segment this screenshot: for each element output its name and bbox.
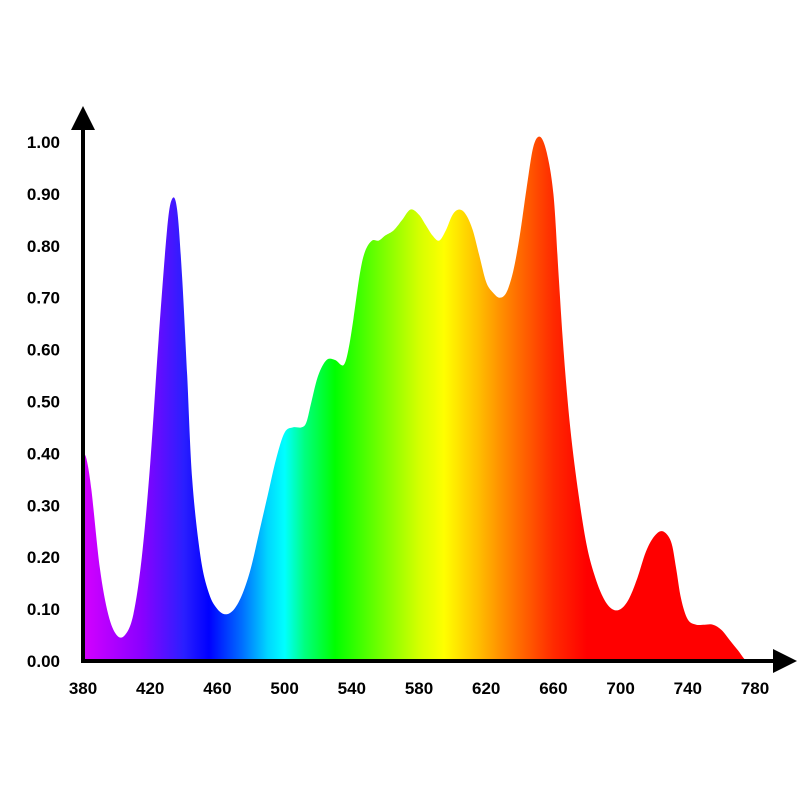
y-tick-label: 0.60 xyxy=(27,341,60,360)
y-tick-label: 0.80 xyxy=(27,237,60,256)
x-axis-arrow-icon xyxy=(773,649,797,673)
x-tick-label: 660 xyxy=(539,679,567,698)
y-tick-labels: 0.00 0.10 0.20 0.30 0.40 0.50 0.60 0.70 0.80 0.90… xyxy=(27,133,60,671)
x-tick-label: 740 xyxy=(674,679,702,698)
y-tick-label: 0.50 xyxy=(27,393,60,412)
x-tick-label: 380 xyxy=(69,679,97,698)
y-tick-label: 0.30 xyxy=(27,496,60,515)
y-tick-label: 0.40 xyxy=(27,444,60,463)
x-tick-label: 620 xyxy=(472,679,500,698)
y-tick-label: 0.70 xyxy=(27,289,60,308)
x-tick-labels: 380 420 460 500 540 580 620 660 700 740 780 xyxy=(69,679,769,698)
y-tick-label: 0.90 xyxy=(27,185,60,204)
x-tick-label: 780 xyxy=(741,679,769,698)
axes xyxy=(71,106,797,673)
x-tick-label: 580 xyxy=(405,679,433,698)
y-tick-label: 0.20 xyxy=(27,548,60,567)
spectrum-area xyxy=(83,136,764,661)
spectrum-area-layer xyxy=(83,136,764,661)
x-tick-label: 420 xyxy=(136,679,164,698)
y-axis-arrow-icon xyxy=(71,106,95,130)
y-tick-label: 0.10 xyxy=(27,600,60,619)
y-tick-label: 0.00 xyxy=(27,652,60,671)
x-tick-label: 460 xyxy=(203,679,231,698)
y-tick-label: 1.00 xyxy=(27,133,60,152)
x-tick-label: 700 xyxy=(606,679,634,698)
x-tick-label: 500 xyxy=(270,679,298,698)
x-tick-label: 540 xyxy=(338,679,366,698)
